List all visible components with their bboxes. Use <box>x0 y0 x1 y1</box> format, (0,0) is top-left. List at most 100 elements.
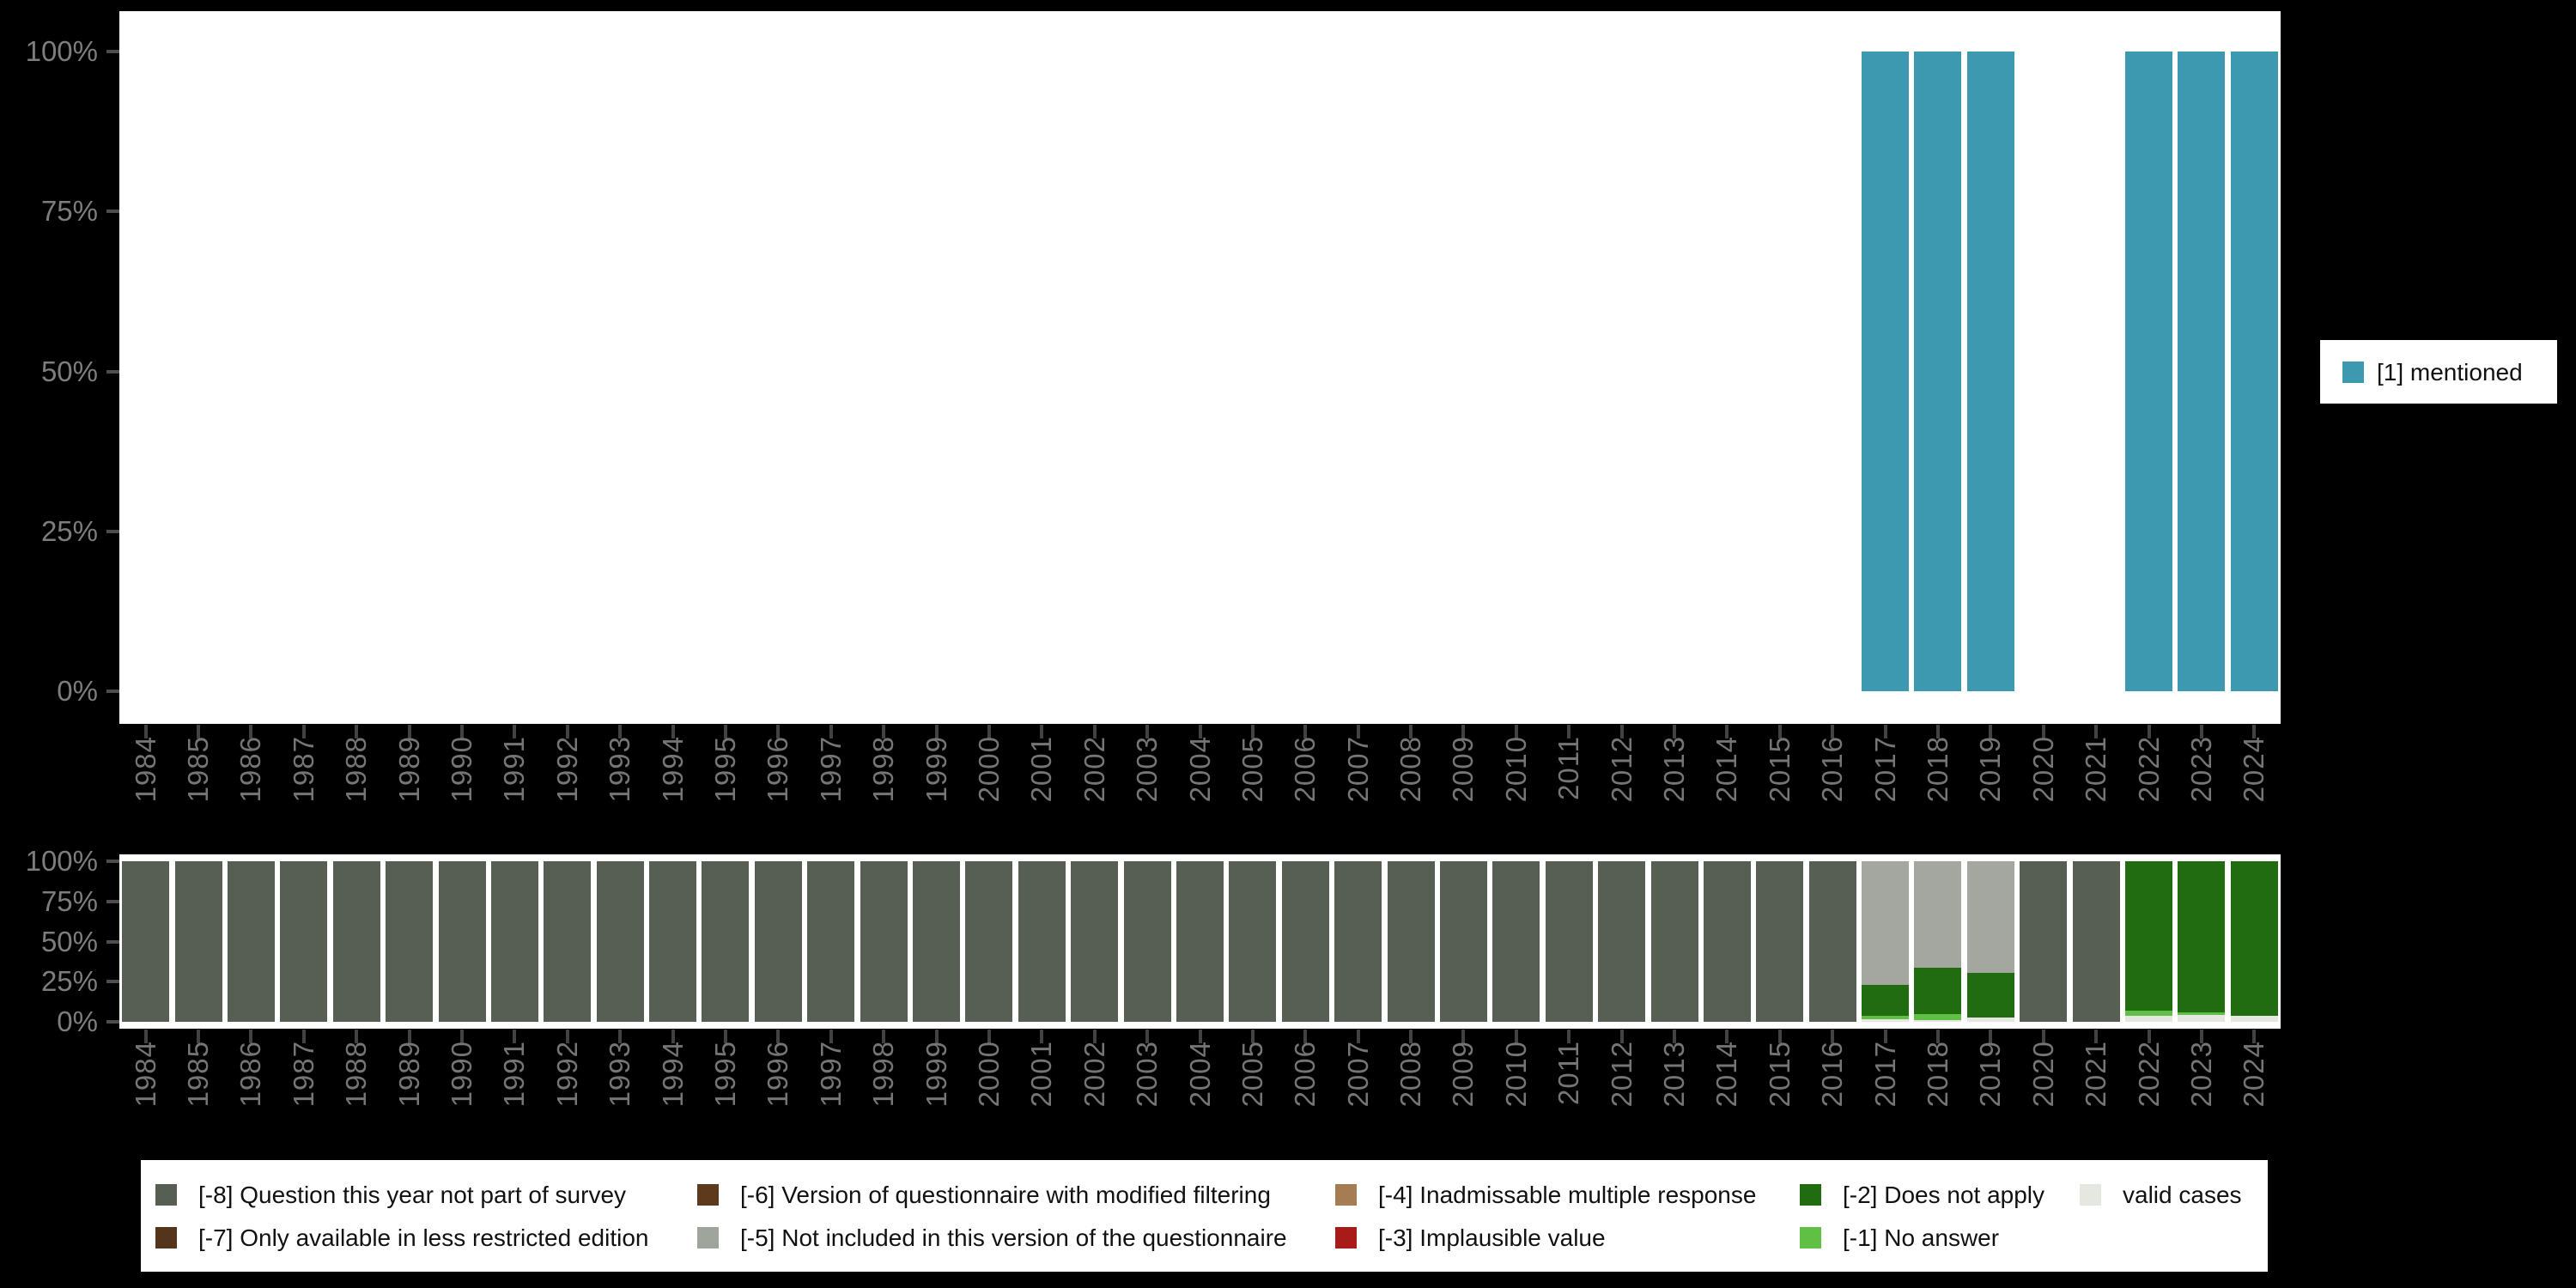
x-axis-label-text: 2007 <box>1341 736 1374 803</box>
x-axis-label: 2010 <box>1498 736 1535 802</box>
x-axis-label-text: 1994 <box>656 736 689 803</box>
bar-segment <box>1862 1015 1910 1020</box>
x-axis-label-text: 2008 <box>1394 1041 1427 1108</box>
bar-segment <box>754 861 802 1022</box>
x-axis-tick <box>882 1030 886 1043</box>
x-axis-tick <box>355 1030 359 1043</box>
x-axis-tick <box>301 1030 306 1043</box>
x-axis-label-text: 2013 <box>1658 1041 1690 1108</box>
bar-segment <box>2125 52 2173 691</box>
x-axis-tick <box>1777 1030 1782 1043</box>
y-axis-tick <box>106 860 119 863</box>
x-axis-tick <box>1198 725 1202 738</box>
x-axis-label-text: 1996 <box>762 1041 794 1108</box>
bar-segment <box>2230 52 2278 691</box>
x-axis-tick <box>1725 725 1729 738</box>
mentioned-legend-swatch <box>2342 361 2364 383</box>
x-axis-tick <box>723 1030 727 1043</box>
x-axis-label: 1995 <box>707 736 744 802</box>
x-axis-tick <box>618 1030 623 1043</box>
y-axis-label: 50% <box>40 925 98 957</box>
x-axis-tick <box>407 725 411 738</box>
x-axis-label-text: 1989 <box>392 1041 425 1108</box>
bar-segment <box>1229 861 1277 1022</box>
x-axis-label: 1992 <box>549 1041 586 1107</box>
x-axis-tick <box>1989 1030 1993 1043</box>
x-axis-label-text: 1997 <box>814 736 847 803</box>
bar-segment <box>2125 1010 2173 1017</box>
y-axis-tick <box>106 690 119 693</box>
x-axis-label: 2011 <box>1550 736 1588 800</box>
bar-segment <box>1914 861 1962 969</box>
x-axis-label-text: 2009 <box>1447 736 1479 803</box>
x-axis-tick <box>1250 1030 1255 1043</box>
x-axis-label-text: 2021 <box>2080 736 2112 803</box>
x-axis-label-text: 2023 <box>2184 736 2217 803</box>
y-axis-tick <box>106 1020 119 1024</box>
x-axis-label: 2020 <box>2025 736 2063 802</box>
bar-segment <box>122 861 170 1022</box>
x-axis-label: 2017 <box>1867 736 1905 802</box>
x-axis-label-text: 1989 <box>392 736 425 803</box>
x-axis-label-text: 1990 <box>446 1041 478 1108</box>
y-axis-label: 0% <box>57 1005 98 1037</box>
bar-segment <box>702 861 750 1022</box>
x-axis-tick <box>1040 1030 1044 1043</box>
x-axis-label: 1999 <box>918 1041 956 1107</box>
x-axis-tick <box>671 1030 675 1043</box>
bar-segment <box>2178 52 2226 691</box>
x-axis-tick <box>460 1030 465 1043</box>
bar-segment <box>1914 1013 1962 1021</box>
x-axis-label-text: 2007 <box>1341 1041 1374 1108</box>
x-axis-tick <box>829 1030 833 1043</box>
x-axis-tick <box>513 725 517 738</box>
x-axis-label: 1999 <box>918 736 956 802</box>
x-axis-label-text: 2006 <box>1289 1041 1321 1108</box>
bar-segment <box>438 861 486 1022</box>
x-axis-tick <box>1356 725 1360 738</box>
bar-segment <box>2178 861 2226 1012</box>
x-axis-tick <box>2094 725 2099 738</box>
bar-segment <box>1966 52 2014 691</box>
x-axis-label-text: 1985 <box>182 736 215 803</box>
x-axis-label: 1988 <box>337 1041 375 1107</box>
bar-segment <box>280 861 328 1022</box>
x-axis-tick <box>1250 725 1255 738</box>
x-axis-label-text: 1999 <box>920 1041 952 1108</box>
x-axis-label: 2021 <box>2077 1041 2115 1107</box>
x-axis-tick <box>197 1030 201 1043</box>
x-axis-tick <box>301 725 306 738</box>
x-axis-label-text: 2017 <box>1868 1041 1901 1108</box>
x-axis-label: 2011 <box>1550 1041 1588 1105</box>
legend-swatch <box>155 1184 177 1206</box>
y-axis-tick <box>106 50 119 53</box>
x-axis-label-text: 2014 <box>1710 736 1743 803</box>
legend-label: [-8] Question this year not part of surv… <box>198 1182 627 1208</box>
x-axis-label: 2008 <box>1392 736 1430 802</box>
legend-swatch <box>1800 1184 1821 1206</box>
bar-segment <box>544 861 592 1022</box>
x-axis-tick <box>1831 725 1835 738</box>
x-axis-label-text: 1985 <box>182 1041 215 1108</box>
x-axis-label: 2018 <box>1919 1041 1957 1107</box>
x-axis-label-text: 2018 <box>1921 736 1953 803</box>
x-axis-label-text: 2001 <box>1025 736 1058 803</box>
x-axis-tick <box>1514 1030 1518 1043</box>
x-axis-tick <box>355 725 359 738</box>
x-axis-label: 1986 <box>232 736 270 802</box>
x-axis-label: 1987 <box>285 736 323 802</box>
bar-segment <box>1914 1020 1962 1022</box>
legend-label: [-2] Does not apply <box>1843 1182 2045 1208</box>
x-axis-label-text: 2024 <box>2238 736 2270 803</box>
x-axis-label: 1986 <box>232 1041 270 1107</box>
x-axis-tick <box>723 725 727 738</box>
x-axis-label: 2023 <box>2183 736 2221 802</box>
bar-segment <box>913 861 961 1022</box>
x-axis-label: 1998 <box>865 1041 902 1107</box>
bar-segment <box>1334 861 1382 1022</box>
bar-segment <box>2125 861 2173 1011</box>
x-axis-label-text: 2015 <box>1763 736 1795 803</box>
x-axis-label: 1990 <box>443 1041 481 1107</box>
y-axis-label: 75% <box>40 884 98 917</box>
x-axis-label-text: 1988 <box>340 736 373 803</box>
